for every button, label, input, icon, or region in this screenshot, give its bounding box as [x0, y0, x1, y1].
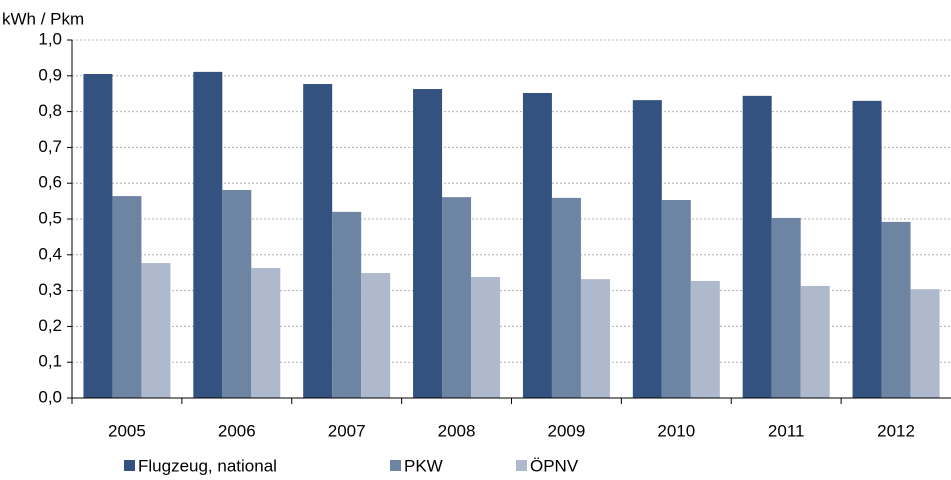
bar [771, 217, 801, 398]
y-tick-label: 0,7 [38, 137, 62, 156]
y-tick-label: 0,1 [38, 352, 62, 371]
bar [413, 89, 443, 399]
bar [222, 190, 252, 398]
bar [661, 200, 691, 398]
bar [522, 92, 552, 398]
y-tick-label: 0,3 [38, 280, 62, 299]
legend-label: Flugzeug, national [138, 456, 277, 475]
bar [800, 285, 830, 398]
bar [852, 100, 882, 399]
x-tick-label: 2008 [438, 421, 476, 440]
bar [471, 276, 501, 398]
bar [910, 289, 940, 398]
bar [632, 100, 662, 399]
bar [742, 95, 772, 399]
y-tick-label: 0,5 [38, 208, 62, 227]
y-tick-label: 0,9 [38, 65, 62, 84]
y-axis-label: kWh / Pkm [2, 9, 84, 28]
legend-swatch [390, 460, 401, 471]
legend-swatch [516, 460, 527, 471]
x-tick-label: 2006 [218, 421, 256, 440]
x-tick-label: 2005 [108, 421, 146, 440]
x-tick-label: 2007 [328, 421, 366, 440]
y-tick-label: 1,0 [38, 29, 62, 48]
bar [551, 197, 581, 398]
y-tick-label: 0,0 [38, 387, 62, 406]
bar [361, 273, 391, 398]
bar [83, 74, 113, 398]
bar [442, 197, 472, 398]
x-tick-label: 2011 [768, 421, 805, 440]
bar [690, 280, 720, 398]
bar [251, 268, 281, 398]
bar [580, 279, 610, 398]
y-tick-label: 0,8 [38, 101, 62, 120]
legend-label: PKW [404, 456, 443, 475]
y-tick-label: 0,6 [38, 173, 62, 192]
bar [141, 263, 171, 398]
x-tick-label: 2012 [877, 421, 915, 440]
legend-label: ÖPNV [530, 456, 579, 475]
y-tick-label: 0,4 [38, 244, 62, 263]
bar [193, 71, 223, 398]
x-tick-label: 2009 [548, 421, 586, 440]
bar [332, 211, 362, 398]
bar [881, 221, 911, 398]
legend-swatch [124, 460, 135, 471]
x-tick-label: 2010 [657, 421, 695, 440]
bar [303, 84, 333, 398]
bar [112, 196, 142, 398]
y-tick-label: 0,2 [38, 316, 62, 335]
